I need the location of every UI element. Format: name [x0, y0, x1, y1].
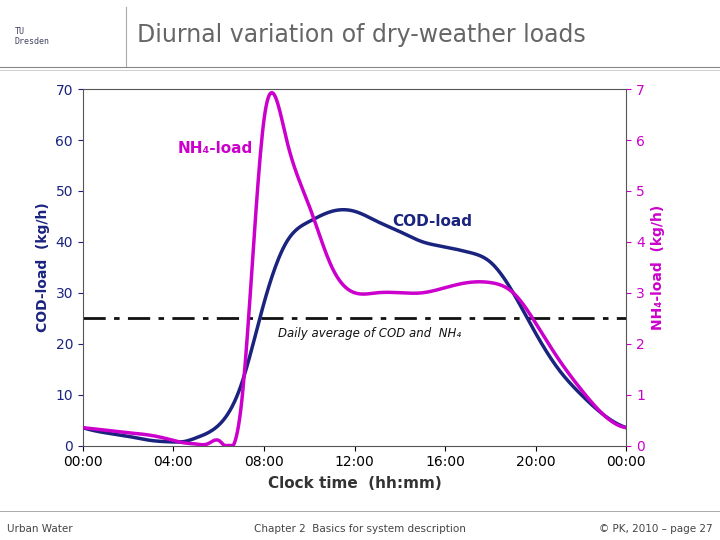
Text: COD-load: COD-load — [392, 214, 472, 230]
Text: Diurnal variation of dry-weather loads: Diurnal variation of dry-weather loads — [137, 23, 585, 47]
Text: © PK, 2010 – page 27: © PK, 2010 – page 27 — [599, 524, 713, 534]
X-axis label: Clock time  (hh:mm): Clock time (hh:mm) — [268, 476, 441, 491]
Text: Daily average of COD and  NH₄: Daily average of COD and NH₄ — [279, 327, 462, 340]
Text: Urban Water: Urban Water — [7, 524, 73, 534]
Y-axis label: COD-load  (kg/h): COD-load (kg/h) — [36, 202, 50, 332]
Text: NH₄-load: NH₄-load — [178, 141, 253, 156]
Y-axis label: NH₄-load  (kg/h): NH₄-load (kg/h) — [651, 205, 665, 330]
Text: TU
Dresden: TU Dresden — [14, 27, 50, 46]
Text: Chapter 2  Basics for system description: Chapter 2 Basics for system description — [254, 524, 466, 534]
